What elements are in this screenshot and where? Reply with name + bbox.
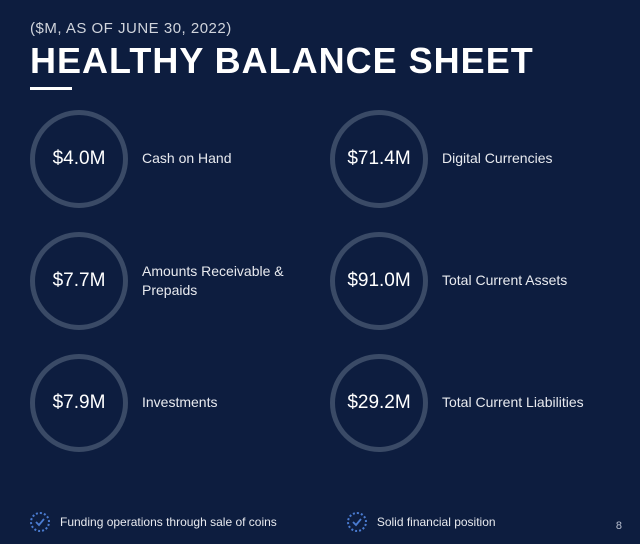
metric-investments: $7.9M Investments <box>30 354 310 452</box>
metric-circle: $71.4M <box>330 110 428 208</box>
metric-label: Cash on Hand <box>142 149 232 168</box>
check-icon <box>30 512 50 532</box>
metric-digital-currencies: $71.4M Digital Currencies <box>330 110 610 208</box>
metrics-grid: $4.0M Cash on Hand $71.4M Digital Curren… <box>30 110 610 452</box>
slide-title: HEALTHY BALANCE SHEET <box>30 41 610 81</box>
metric-label: Amounts Receivable & Prepaids <box>142 262 292 300</box>
footer-item-position: Solid financial position <box>347 512 496 532</box>
footer-text: Solid financial position <box>377 515 496 529</box>
page-number: 8 <box>616 520 622 532</box>
metric-receivables: $7.7M Amounts Receivable & Prepaids <box>30 232 310 330</box>
title-underline <box>30 87 72 90</box>
footer-text: Funding operations through sale of coins <box>60 515 277 529</box>
metric-label: Digital Currencies <box>442 149 552 168</box>
footer-item-funding: Funding operations through sale of coins <box>30 512 277 532</box>
metric-value: $71.4M <box>347 148 410 170</box>
metric-value: $7.7M <box>53 270 106 292</box>
metric-circle: $91.0M <box>330 232 428 330</box>
metric-circle: $29.2M <box>330 354 428 452</box>
metric-circle: $4.0M <box>30 110 128 208</box>
metric-label: Total Current Assets <box>442 271 567 290</box>
slide-subtitle: ($M, AS OF JUNE 30, 2022) <box>30 20 610 37</box>
metric-value: $7.9M <box>53 392 106 414</box>
metric-label: Total Current Liabilities <box>442 393 584 412</box>
metric-label: Investments <box>142 393 217 412</box>
metric-total-liabilities: $29.2M Total Current Liabilities <box>330 354 610 452</box>
footer: Funding operations through sale of coins… <box>30 512 610 532</box>
metric-value: $91.0M <box>347 270 410 292</box>
metric-cash-on-hand: $4.0M Cash on Hand <box>30 110 310 208</box>
metric-circle: $7.9M <box>30 354 128 452</box>
check-icon <box>347 512 367 532</box>
metric-total-assets: $91.0M Total Current Assets <box>330 232 610 330</box>
metric-circle: $7.7M <box>30 232 128 330</box>
metric-value: $29.2M <box>347 392 410 414</box>
metric-value: $4.0M <box>53 148 106 170</box>
